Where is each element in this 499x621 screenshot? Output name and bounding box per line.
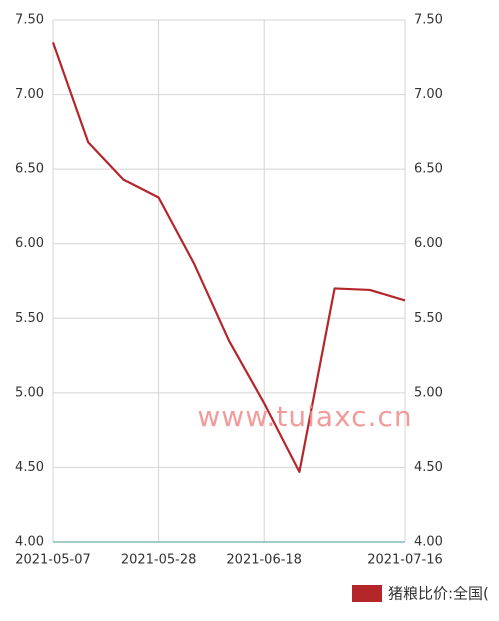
y-tick-label: 6.00 [15, 236, 44, 251]
y-tick-label: 5.00 [15, 385, 44, 400]
y2-tick-label: 5.50 [414, 311, 443, 326]
y-tick-label: 6.50 [15, 162, 44, 177]
legend-label: 猪粮比价:全国( [388, 585, 489, 603]
y2-tick-label: 4.50 [414, 460, 443, 475]
y-tick-label: 7.50 [15, 13, 44, 28]
x-tick-label: 2021-06-18 [226, 553, 302, 568]
x-tick-label: 2021-05-07 [15, 553, 91, 568]
x-tick-label: 2021-05-28 [121, 553, 197, 568]
y2-tick-label: 5.00 [414, 385, 443, 400]
x-tick-label: 2021-07-16 [367, 553, 443, 568]
y2-tick-label: 7.00 [414, 87, 443, 102]
y2-tick-label: 6.00 [414, 236, 443, 251]
y2-tick-label: 7.50 [414, 13, 443, 28]
y-tick-label: 4.50 [15, 460, 44, 475]
y2-tick-label: 4.00 [414, 535, 443, 550]
y-tick-label: 7.00 [15, 87, 44, 102]
legend-swatch [352, 585, 382, 602]
y2-tick-label: 6.50 [414, 162, 443, 177]
y-tick-label: 4.00 [15, 535, 44, 550]
watermark: www.tuiaxc.cn [197, 400, 412, 433]
line-series [51, 42, 406, 474]
y-tick-label: 5.50 [15, 311, 44, 326]
